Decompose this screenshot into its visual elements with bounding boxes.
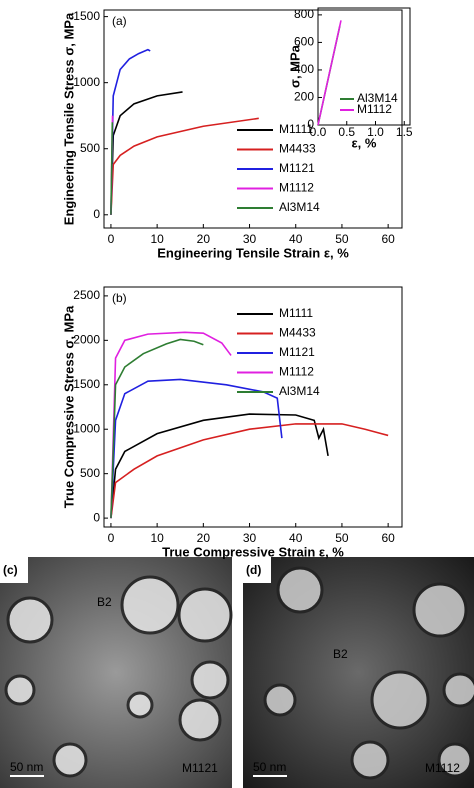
series-line	[110, 91, 183, 215]
series-line	[317, 20, 342, 126]
y-tick-label: 2000	[73, 333, 100, 347]
series-line	[110, 331, 232, 519]
x-tick-label: 0.0	[310, 125, 327, 139]
x-tick-label: 50	[335, 232, 349, 246]
x-axis-label: ε, %	[352, 135, 377, 150]
y-axis-label: True Compressive Stress σ, MPa	[61, 305, 76, 508]
legend-label: M1112	[357, 102, 392, 116]
grain	[412, 582, 468, 638]
grain	[370, 670, 430, 730]
plot-frame	[103, 286, 403, 528]
y-tick-label: 600	[294, 35, 314, 49]
x-tick-label: 0	[108, 531, 115, 545]
y-tick-label: 1500	[73, 377, 100, 391]
panel-label: (a)	[112, 14, 127, 28]
legend-label: M4433	[279, 142, 316, 156]
scale-label: 50 nm	[253, 760, 286, 774]
x-tick-label: 40	[289, 531, 303, 545]
grain	[52, 742, 88, 778]
y-tick-label: 1000	[73, 75, 100, 89]
grain-texture	[4, 566, 474, 780]
plot-frame	[103, 9, 403, 229]
scale-label: 50 nm	[10, 760, 43, 774]
legend-label: M4433	[279, 326, 316, 340]
legend-label: Al3M14	[279, 200, 320, 214]
x-tick-label: 20	[197, 531, 211, 545]
y-axis-label: σ, MPa	[287, 44, 302, 88]
y-tick-label: 500	[80, 466, 100, 480]
grain	[178, 698, 222, 742]
y-tick-label: 0	[93, 207, 100, 221]
y-tick-label: 200	[294, 90, 314, 104]
phase-label: B2	[333, 647, 348, 661]
grain	[437, 742, 473, 778]
y-tick-label: 800	[294, 7, 314, 21]
y-tick-label: 400	[294, 62, 314, 76]
x-axis-label: Engineering Tensile Strain ε, %	[157, 245, 349, 260]
label-box	[243, 557, 271, 583]
legend-label: M1111	[279, 306, 313, 320]
alloy-label: M1112	[425, 761, 460, 775]
series-line	[110, 423, 389, 519]
series-line	[110, 413, 329, 519]
series-line	[110, 378, 283, 519]
series-line	[110, 117, 259, 215]
x-axis-label: True Compressive Strain ε, %	[162, 544, 344, 559]
x-tick-label: 0	[108, 232, 115, 246]
plot-frame	[317, 7, 411, 126]
label-box	[0, 557, 28, 583]
y-tick-label: 2500	[73, 288, 100, 302]
y-tick-label: 0	[93, 510, 100, 524]
series-line	[110, 48, 151, 215]
x-tick-label: 0.5	[338, 125, 355, 139]
legend-label: Al3M14	[279, 384, 320, 398]
phase-label: B2	[97, 595, 112, 609]
alloy-label: M1121	[182, 761, 218, 775]
y-axis-label: Engineering Tensile Stress σ, MPa	[61, 12, 76, 225]
legend-label: M1121	[279, 345, 315, 359]
x-tick-label: 1.0	[367, 125, 384, 139]
x-tick-label: 50	[335, 531, 349, 545]
grain	[120, 575, 180, 635]
micrograph-label: (d)	[246, 563, 261, 577]
grain	[442, 672, 474, 708]
legend-label: Al3M14	[357, 91, 398, 105]
x-tick-label: 40	[289, 232, 303, 246]
grain	[350, 740, 390, 780]
panel-label: (b)	[112, 291, 127, 305]
y-tick-label: 500	[80, 141, 100, 155]
micrograph-label: (c)	[3, 563, 18, 577]
legend-label: M1111	[279, 122, 313, 136]
x-tick-label: 60	[381, 531, 395, 545]
y-tick-label: 1500	[73, 9, 100, 23]
y-tick-label: 1000	[73, 421, 100, 435]
x-tick-label: 10	[150, 232, 164, 246]
grain	[190, 660, 230, 700]
series-line	[110, 122, 114, 215]
legend-label: M1121	[279, 161, 315, 175]
grain	[263, 683, 297, 717]
x-tick-label: 30	[243, 232, 257, 246]
grain	[4, 674, 36, 706]
legend-label: M1112	[279, 365, 314, 379]
x-tick-label: 60	[381, 232, 395, 246]
grain	[126, 691, 154, 719]
x-tick-label: 20	[197, 232, 211, 246]
grain	[6, 596, 54, 644]
x-tick-label: 30	[243, 531, 257, 545]
grain	[177, 587, 233, 643]
grain	[276, 566, 324, 614]
x-tick-label: 10	[150, 531, 164, 545]
x-tick-label: 1.5	[396, 125, 413, 139]
legend-label: M1112	[279, 181, 314, 195]
y-tick-label: 0	[307, 117, 314, 131]
series-line	[110, 338, 204, 519]
